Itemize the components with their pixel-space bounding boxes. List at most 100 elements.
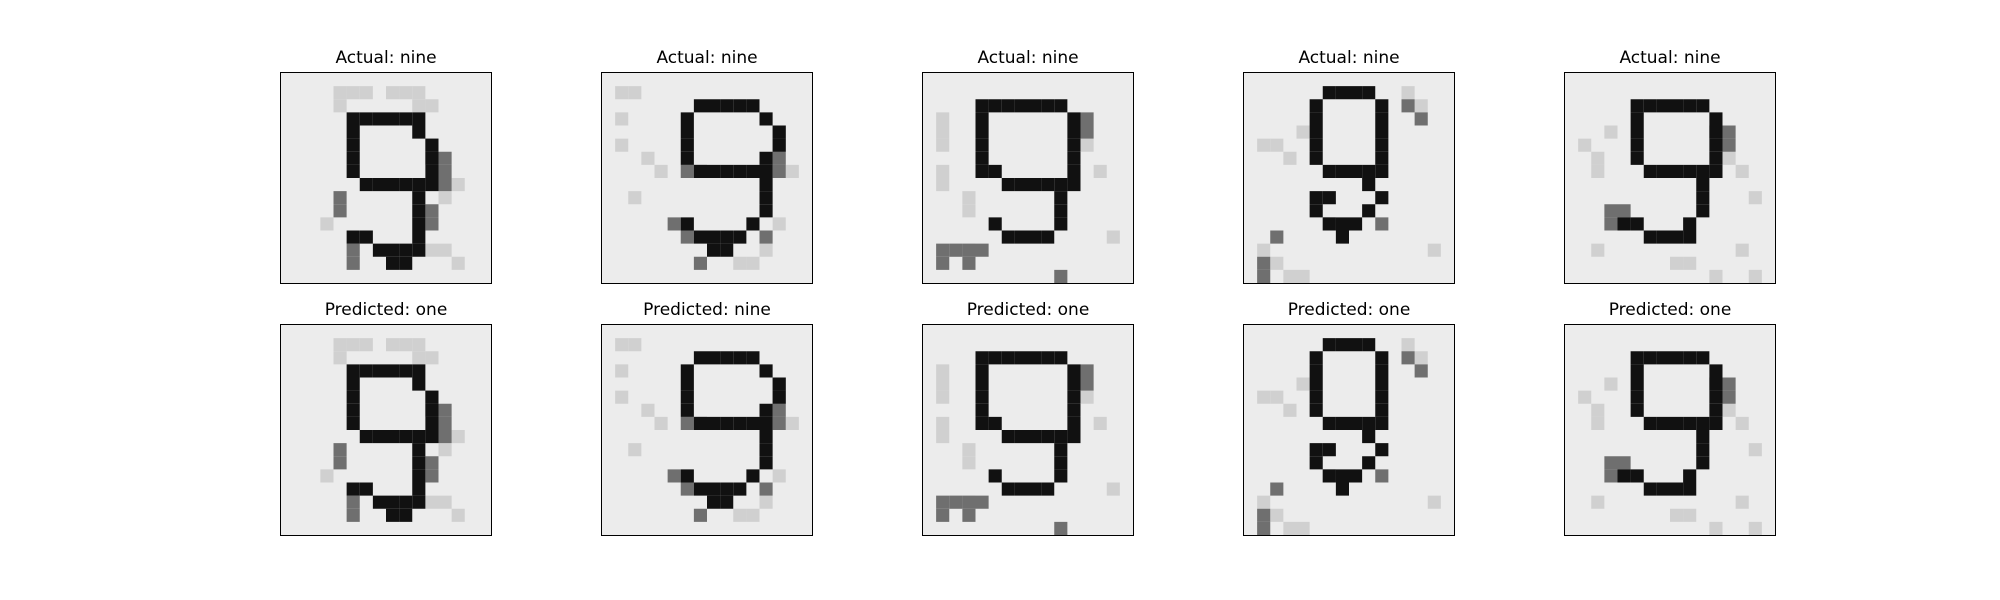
digit-pixel-mid xyxy=(962,495,976,509)
digit-pixel-dark xyxy=(359,230,373,244)
digit-pixel-dark xyxy=(707,243,721,257)
digit-pixel-mid xyxy=(1375,217,1389,231)
digit-pixel-dark xyxy=(1630,217,1644,231)
digit-pixel-dark xyxy=(1014,230,1028,244)
digit-pixel-light xyxy=(359,338,373,352)
digit-pixel-mid xyxy=(425,469,439,483)
digit-pixel-dark xyxy=(1362,204,1376,218)
digit-pixel-dark xyxy=(1054,217,1068,231)
digit-pixel-light xyxy=(628,338,642,352)
digit-pixel-mid xyxy=(936,495,950,509)
digit-pixel-dark xyxy=(1670,482,1684,496)
digit-pixel-dark xyxy=(1349,469,1363,483)
digit-pixel-light xyxy=(438,191,452,205)
digit-pixel-dark xyxy=(1670,416,1684,430)
digit-pixel-dark xyxy=(975,125,989,139)
digit-pixel-light xyxy=(733,508,747,522)
digit-pixel-light xyxy=(399,86,413,100)
digit-pixel-dark xyxy=(1375,112,1389,126)
digit-pixel-dark xyxy=(425,138,439,152)
digit-pixel-dark xyxy=(1028,178,1042,192)
digit-pixel-dark xyxy=(412,243,426,257)
digit-pixel-dark xyxy=(1309,138,1323,152)
digit-pixel-dark xyxy=(975,416,989,430)
digit-pixel-dark xyxy=(1362,416,1376,430)
digit-image xyxy=(601,324,813,536)
digit-pixel-dark xyxy=(1054,469,1068,483)
digit-pixel-light xyxy=(1748,269,1762,283)
digit-pixel-light xyxy=(1283,269,1297,283)
digit-pixel-dark xyxy=(1054,191,1068,205)
digit-pixel-light xyxy=(641,151,655,165)
digit-pixel-mid xyxy=(438,403,452,417)
digit-pixel-mid xyxy=(1604,456,1618,470)
digit-pixel-dark xyxy=(1375,377,1389,391)
digit-pixel-mid xyxy=(962,508,976,522)
digit-pixel-dark xyxy=(1630,364,1644,378)
digit-pixel-mid xyxy=(1080,364,1094,378)
digit-pixel-dark xyxy=(693,99,707,113)
digit-pixel-dark xyxy=(988,351,1002,365)
digit-pixel-light xyxy=(1748,521,1762,535)
digit-pixel-dark xyxy=(707,482,721,496)
digit-pixel-dark xyxy=(772,377,786,391)
digit-pixel-mid xyxy=(1257,508,1271,522)
digit-pixel-light xyxy=(759,495,773,509)
digit-pixel-mid xyxy=(759,230,773,244)
digit-pixel-mid xyxy=(438,416,452,430)
digit-pixel-dark xyxy=(680,364,694,378)
digit-pixel-mid xyxy=(438,164,452,178)
digit-pixel-dark xyxy=(975,364,989,378)
digit-pixel-dark xyxy=(693,482,707,496)
digit-pixel-dark xyxy=(1067,138,1081,152)
digit-pixel-mid xyxy=(346,243,360,257)
digit-pixel-dark xyxy=(746,217,760,231)
digit-pixel-mid xyxy=(949,495,963,509)
digit-pixel-mid xyxy=(1722,390,1736,404)
digit-pixel-dark xyxy=(1375,164,1389,178)
digit-pixel-dark xyxy=(772,138,786,152)
digit-pixel-light xyxy=(1735,495,1749,509)
digit-pixel-light xyxy=(320,217,334,231)
digit-image xyxy=(1564,324,1776,536)
digit-pixel-dark xyxy=(1054,430,1068,444)
digit-pixel-mid xyxy=(936,508,950,522)
digit-pixel-dark xyxy=(975,138,989,152)
digit-pixel-dark xyxy=(759,403,773,417)
digit-pixel-dark xyxy=(707,230,721,244)
digit-pixel-mid xyxy=(1722,377,1736,391)
digit-pixel-dark xyxy=(1670,351,1684,365)
digit-pixel-dark xyxy=(759,443,773,457)
digit-pixel-dark xyxy=(386,178,400,192)
digit-pixel-dark xyxy=(1335,86,1349,100)
digit-pixel-light xyxy=(654,164,668,178)
digit-pixel-dark xyxy=(1683,482,1697,496)
panel-title: Actual: nine xyxy=(1298,48,1400,68)
digit-pixel-dark xyxy=(1656,99,1670,113)
digit-pixel-dark xyxy=(1709,164,1723,178)
digit-pixel-dark xyxy=(772,125,786,139)
digit-pixel-mid xyxy=(667,469,681,483)
digit-pixel-dark xyxy=(988,469,1002,483)
digit-pixel-dark xyxy=(988,99,1002,113)
digit-pixel-dark xyxy=(1067,125,1081,139)
digit-pixel-light xyxy=(936,178,950,192)
digit-pixel-dark xyxy=(386,508,400,522)
digit-pixel-light xyxy=(936,430,950,444)
digit-image xyxy=(1243,324,1455,536)
digit-image-svg xyxy=(1244,73,1454,283)
digit-pixel-dark xyxy=(1309,443,1323,457)
digit-pixel-dark xyxy=(1683,230,1697,244)
digit-pixel-dark xyxy=(399,430,413,444)
digit-pixel-dark xyxy=(1683,351,1697,365)
digit-pixel-dark xyxy=(372,495,386,509)
digit-pixel-light xyxy=(333,99,347,113)
digit-pixel-dark xyxy=(1014,430,1028,444)
digit-pixel-light xyxy=(1414,99,1428,113)
digit-image-svg xyxy=(923,325,1133,535)
digit-pixel-mid xyxy=(346,508,360,522)
digit-pixel-dark xyxy=(412,469,426,483)
digit-pixel-mid xyxy=(680,482,694,496)
digit-pixel-dark xyxy=(759,178,773,192)
digit-pixel-dark xyxy=(1067,403,1081,417)
